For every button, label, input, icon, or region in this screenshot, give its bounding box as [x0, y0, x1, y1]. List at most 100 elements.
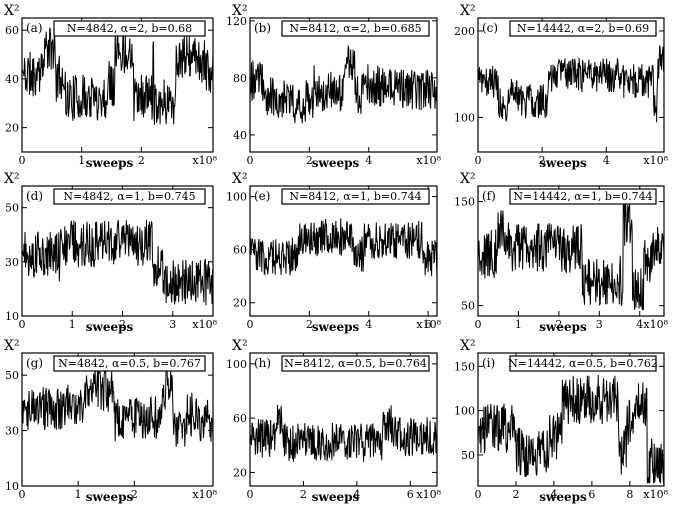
- x-tick-label: 0: [19, 154, 26, 167]
- y-tick-label: 80: [233, 72, 247, 85]
- plot-frame: [249, 352, 438, 487]
- x-tick-label: 0: [19, 488, 26, 501]
- annotation-box: [509, 20, 657, 37]
- x-axis-label: sweeps: [539, 156, 587, 170]
- series-line: [249, 218, 438, 277]
- y-axis-label: X²: [460, 171, 476, 187]
- x-tick-label: 6: [425, 318, 432, 331]
- y-tick-label: 30: [5, 425, 19, 438]
- y-tick-label: 100: [454, 111, 475, 124]
- x-multiplier: x10⁸: [643, 318, 668, 331]
- annotation-text: N=8412, α=0.5, b=0.764: [284, 357, 427, 370]
- y-tick-label: 200: [454, 25, 475, 38]
- panel-letter: (c): [482, 21, 498, 35]
- x-tick-label: 0: [247, 318, 254, 331]
- y-tick-label: 40: [233, 129, 247, 142]
- annotation-box: [53, 20, 206, 37]
- annotation-text: N=8412, α=2, b=0.685: [289, 22, 421, 35]
- annotation-text: N=14442, α=2, b=0.69: [517, 22, 649, 35]
- panel-f: 0 1 2 3 4 50 150 X² sweeps x10⁸ (f) N=14442, α=1, b…: [454, 171, 669, 334]
- x-tick-label: 4: [365, 318, 372, 331]
- y-axis-label: X²: [232, 3, 248, 19]
- y-axis-label: X²: [4, 171, 20, 187]
- y-tick-label: 40: [5, 73, 19, 86]
- y-tick-label: 50: [5, 369, 19, 382]
- annotation-box: [281, 188, 430, 205]
- y-tick-label: 60: [5, 24, 19, 37]
- panel-letter: (h): [254, 356, 271, 370]
- annotation-box: [281, 20, 430, 37]
- x-multiplier: x10⁸: [416, 318, 441, 331]
- y-tick-label: 120: [226, 15, 247, 28]
- series-line: [249, 44, 438, 124]
- y-tick-label: 50: [461, 449, 475, 462]
- x-tick-label: 6: [407, 488, 414, 501]
- y-tick-label: 60: [233, 244, 247, 257]
- panel-letter: (i): [482, 356, 495, 370]
- x-tick-label: 1: [78, 154, 85, 167]
- y-tick-label: 100: [226, 358, 247, 371]
- y-tick-label: 60: [233, 412, 247, 425]
- x-tick-label: 2: [131, 488, 138, 501]
- annotation-text: N=8412, α=1, b=0.744: [289, 190, 421, 203]
- x-tick-label: 3: [596, 318, 603, 331]
- annotation-box: [509, 188, 657, 205]
- x-tick-label: 0: [19, 318, 26, 331]
- plot-frame: [249, 185, 438, 317]
- x-axis-label: sweeps: [539, 320, 587, 334]
- plot-frame: [477, 17, 665, 153]
- annotation-box: [53, 188, 206, 205]
- annotation-text: N=4842, α=1, b=0.745: [63, 190, 195, 203]
- annotation-text: N=4842, α=2, b=0.68: [67, 22, 192, 35]
- x-tick-label: 0: [475, 318, 482, 331]
- panel-letter: (a): [26, 21, 43, 35]
- y-tick-label: 30: [5, 256, 19, 269]
- x-tick-label: 0: [475, 488, 482, 501]
- x-axis-label: sweeps: [312, 320, 360, 334]
- panel-i: 0 2 4 6 8 50 100 150 X² sweeps x10⁸ (i) N=14442, α=0…: [454, 338, 669, 504]
- plot-frame: [477, 352, 665, 487]
- annotation-box: [281, 355, 430, 372]
- annotation-text: N=14442, α=1, b=0.744: [513, 190, 652, 203]
- x-axis-label: sweeps: [539, 490, 587, 504]
- y-tick-label: 100: [226, 191, 247, 204]
- series-line: [21, 27, 214, 125]
- plot-frame: [249, 17, 438, 153]
- panel-h: 0 2 4 6 20 60 100 X² sweeps x10⁸ (h) N=8412, α=0.5,…: [226, 338, 442, 504]
- x-axis-label: sweeps: [86, 156, 134, 170]
- y-tick-label: 10: [5, 310, 19, 323]
- series-line: [477, 374, 665, 484]
- panel-letter: (f): [482, 189, 496, 203]
- x-tick-label: 0: [247, 154, 254, 167]
- series-line: [477, 199, 665, 311]
- y-tick-label: 20: [5, 122, 19, 135]
- series-line: [21, 219, 214, 306]
- x-axis-label: sweeps: [86, 320, 134, 334]
- x-tick-label: 1: [75, 488, 82, 501]
- x-tick-label: 1: [515, 318, 522, 331]
- x-tick-label: 2: [512, 488, 519, 501]
- x-tick-label: 4: [550, 488, 557, 501]
- y-tick-label: 50: [5, 202, 19, 215]
- y-tick-label: 150: [454, 196, 475, 209]
- panel-a: 0 1 2 20 40 60 X² sweeps x10⁸ (a) N=4842, α=2, b=0…: [4, 3, 218, 170]
- x-tick-label: 2: [119, 318, 126, 331]
- x-tick-label: 0: [475, 154, 482, 167]
- x-axis-label: sweeps: [86, 490, 134, 504]
- x-tick-label: 2: [555, 318, 562, 331]
- x-tick-label: 2: [300, 488, 307, 501]
- y-axis-label: X²: [232, 171, 248, 187]
- panel-d: 0 1 2 3 10 30 50 X² sweeps x10⁸ (d) N=4842, α=1, b=…: [4, 171, 218, 334]
- x-tick-label: 1: [69, 318, 76, 331]
- x-multiplier: x10⁸: [192, 318, 217, 331]
- panel-letter: (g): [26, 356, 43, 370]
- x-tick-label: 4: [353, 488, 360, 501]
- y-tick-label: 100: [454, 405, 475, 418]
- x-multiplier: x10⁸: [416, 154, 441, 167]
- x-axis-label: sweeps: [312, 490, 360, 504]
- x-multiplier: x10⁸: [192, 154, 217, 167]
- plot-frame: [21, 17, 214, 153]
- x-tick-label: 3: [169, 318, 176, 331]
- x-axis-label: sweeps: [312, 156, 360, 170]
- x-tick-label: 0: [247, 488, 254, 501]
